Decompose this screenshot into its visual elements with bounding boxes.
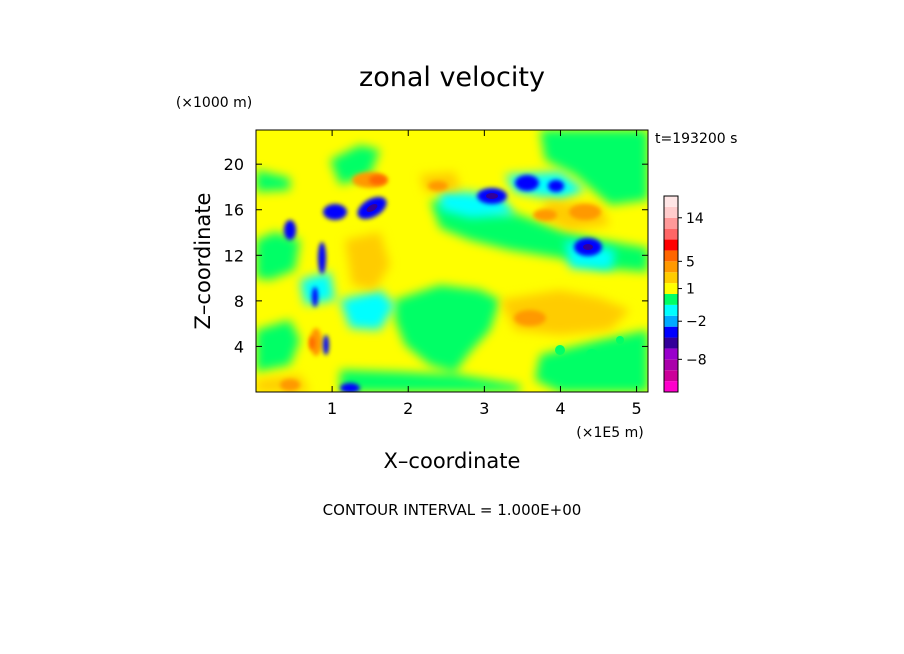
colorbar-swatch	[664, 283, 678, 294]
y-axis-label: Z–coordinate	[191, 193, 215, 330]
red-orange-regions	[309, 175, 387, 350]
colorbar-tick-label: 5	[686, 254, 695, 270]
colorbar-swatch	[664, 250, 678, 262]
x-tick-label: 3	[479, 399, 489, 418]
colorbar-swatch	[664, 304, 678, 316]
x-unit-label: (×1E5 m)	[576, 425, 643, 441]
y-unit-label: (×1000 m)	[176, 95, 252, 111]
colorbar-tick-label: −2	[686, 314, 707, 330]
y-tick-label: 12	[224, 246, 244, 265]
colorbar-swatch	[664, 326, 678, 338]
colorbar-tick-label: −8	[686, 352, 707, 368]
colorbar-swatch	[664, 294, 678, 305]
x-axis-label: X–coordinate	[384, 449, 521, 473]
y-tick-label: 20	[224, 155, 244, 174]
plot-frame	[255, 129, 649, 393]
colorbar-swatch	[664, 196, 678, 207]
time-label: t=193200 s	[655, 131, 737, 147]
colorbar-swatch	[664, 217, 678, 229]
colorbar-tick-label: 1	[686, 282, 695, 298]
x-tick-label: 4	[555, 399, 565, 418]
colorbar-swatch	[664, 315, 678, 327]
green-dots	[555, 336, 624, 361]
colorbar-swatch	[664, 206, 678, 218]
colorbar-swatch	[664, 381, 678, 392]
colorbar-swatch	[664, 261, 678, 273]
plot-area	[255, 129, 649, 393]
chart-title: zonal velocity	[359, 62, 545, 93]
x-tick-label: 2	[403, 399, 413, 418]
x-tick-label: 1	[327, 399, 337, 418]
colorbar-swatch	[664, 359, 678, 371]
colorbar-frame	[663, 195, 679, 393]
x-axis-ticks: 1 2 3 4 5	[327, 130, 642, 418]
x-tick-label: 5	[631, 399, 641, 418]
contour-interval-footer: CONTOUR INTERVAL = 1.000E+00	[323, 501, 582, 519]
colorbar-swatch	[664, 370, 678, 382]
colorbar-swatch	[664, 228, 678, 240]
y-tick-label: 4	[234, 337, 244, 356]
colorbar-swatch	[664, 348, 678, 360]
y-tick-label: 8	[234, 292, 244, 311]
y-tick-label: 16	[224, 201, 244, 220]
colorbar: 14 5 1 −2 −8	[663, 195, 707, 393]
y-axis-ticks: 4 8 12 16 20	[224, 155, 648, 356]
colorbar-swatch	[664, 337, 678, 349]
colorbar-swatch	[664, 239, 678, 251]
colorbar-swatch	[664, 272, 678, 284]
dark-blue-cores	[366, 193, 593, 250]
colorbar-tick-label: 14	[686, 211, 704, 227]
